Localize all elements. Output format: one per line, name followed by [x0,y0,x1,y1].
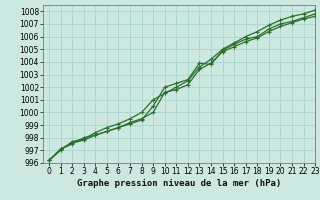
X-axis label: Graphe pression niveau de la mer (hPa): Graphe pression niveau de la mer (hPa) [77,179,281,188]
